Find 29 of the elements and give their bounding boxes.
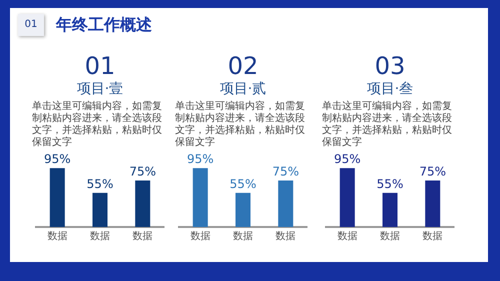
x-tick-label: 数据 [47,230,68,242]
x-tick-label: 数据 [90,230,110,242]
text: 03 [374,52,406,80]
data-label: 95% [334,152,361,166]
x-tick-label: 数据 [380,230,400,242]
chart-title: 项目·贰 [218,80,268,98]
data-label: 75% [419,164,446,179]
x-tick-label: 数据 [233,230,253,242]
text: 02 [226,52,260,80]
x-tick-label: 数据 [422,230,443,242]
text: 年终工作概述 [56,15,152,36]
chart-title: 项目·壹 [76,80,124,98]
text: 单击这里可编辑内容，如需复制粘贴内容进来，请全选该段文字，并选择粘贴，粘贴时仅保留文字 [32,101,163,149]
x-tick-label: 数据 [337,230,358,242]
data-label: 55% [376,177,404,192]
text: 单击这里可编辑内容，如需复制粘贴内容进来，请全选该段文字，并选择粘贴，粘贴时仅保留文字 [175,101,306,149]
chart-title: 项目·叁 [366,80,414,98]
x-tick-label: 数据 [276,230,296,242]
data-label: 95% [186,152,214,166]
data-label: 55% [230,177,256,192]
data-label: 55% [86,177,114,192]
data-label: 75% [129,164,156,179]
x-tick-label: 数据 [190,230,210,242]
text: 单击这里可编辑内容，如需复制粘贴内容进来，请全选该段文字，并选择粘贴，粘贴时仅保留文字 [322,101,453,149]
text: 01 [84,52,116,80]
data-label: 95% [44,152,71,166]
x-tick-label: 数据 [132,230,153,242]
text: 01 [18,14,44,36]
data-label: 75% [272,164,300,179]
